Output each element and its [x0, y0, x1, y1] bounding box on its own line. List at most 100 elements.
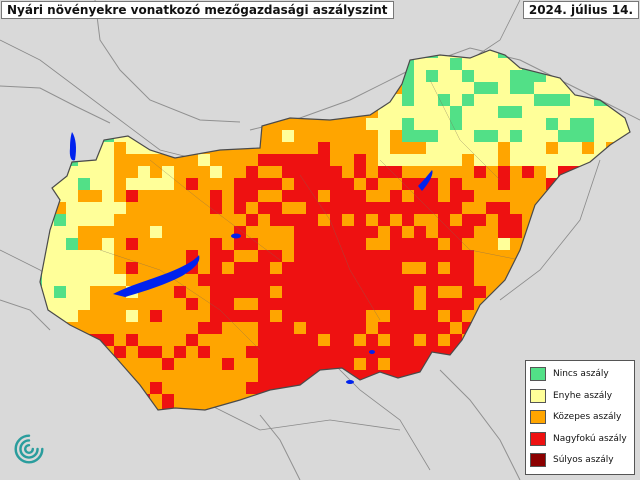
drought-cell — [414, 166, 427, 179]
drought-cell — [306, 154, 319, 167]
drought-cell — [78, 274, 91, 287]
drought-cell — [186, 370, 199, 383]
drought-cell — [498, 154, 511, 167]
drought-cell — [522, 106, 535, 119]
drought-cell — [486, 274, 499, 287]
drought-cell — [366, 250, 379, 263]
legend-label: Súlyos aszály — [553, 455, 614, 466]
drought-cell — [486, 58, 499, 71]
drought-cell — [330, 142, 343, 155]
drought-cell — [450, 58, 463, 71]
drought-cell — [570, 130, 583, 143]
drought-cell — [174, 358, 187, 371]
drought-cell — [318, 250, 331, 263]
drought-cell — [546, 94, 559, 107]
drought-cell — [426, 82, 439, 95]
drought-cell — [138, 166, 151, 179]
drought-cell — [390, 358, 403, 371]
drought-cell — [438, 214, 451, 227]
drought-cell — [486, 94, 499, 107]
drought-cell — [294, 322, 307, 335]
drought-cell — [138, 322, 151, 335]
drought-cell — [114, 250, 127, 263]
drought-cell — [138, 190, 151, 203]
drought-cell — [162, 262, 175, 275]
drought-cell — [138, 154, 151, 167]
map-title: Nyári növényekre vonatkozó mezőgazdasági… — [1, 1, 394, 19]
drought-cell — [162, 334, 175, 347]
drought-cell — [450, 286, 463, 299]
drought-cell — [258, 190, 271, 203]
drought-cell — [174, 298, 187, 311]
drought-cell — [438, 106, 451, 119]
drought-cell — [102, 190, 115, 203]
drought-cell — [114, 262, 127, 275]
drought-cell — [270, 274, 283, 287]
drought-cell — [522, 142, 535, 155]
drought-cell — [450, 82, 463, 95]
drought-cell — [174, 214, 187, 227]
drought-cell — [222, 322, 235, 335]
drought-cell — [198, 154, 211, 167]
drought-cell — [378, 310, 391, 323]
lake-balaton — [113, 255, 200, 297]
drought-cell — [210, 334, 223, 347]
drought-cell — [138, 358, 151, 371]
drought-cell — [186, 322, 199, 335]
drought-cell — [354, 190, 367, 203]
drought-cell — [330, 274, 343, 287]
drought-cell — [258, 142, 271, 155]
drought-cell — [402, 166, 415, 179]
drought-cell — [138, 370, 151, 383]
drought-cell — [66, 250, 79, 263]
drought-cell — [474, 226, 487, 239]
drought-cell — [390, 142, 403, 155]
drought-cell — [522, 178, 535, 191]
drought-cell — [402, 142, 415, 155]
drought-cell — [462, 250, 475, 263]
drought-cell — [174, 238, 187, 251]
drought-cell — [234, 154, 247, 167]
drought-cell — [102, 202, 115, 215]
drought-cell — [414, 262, 427, 275]
drought-cell — [318, 322, 331, 335]
drought-cell — [234, 358, 247, 371]
drought-cell — [342, 142, 355, 155]
drought-cell — [438, 322, 451, 335]
drought-cell — [498, 94, 511, 107]
drought-cell — [222, 346, 235, 359]
drought-cell — [366, 154, 379, 167]
drought-cell — [306, 286, 319, 299]
drought-cell — [270, 346, 283, 359]
drought-cell — [414, 346, 427, 359]
drought-cell — [510, 70, 523, 83]
drought-cell — [486, 118, 499, 131]
drought-cell — [198, 370, 211, 383]
drought-cell — [330, 334, 343, 347]
drought-cell — [330, 118, 343, 131]
drought-cell — [186, 286, 199, 299]
drought-cell — [318, 286, 331, 299]
drought-cell — [258, 262, 271, 275]
drought-cell — [282, 298, 295, 311]
drought-cell — [450, 322, 463, 335]
drought-cell — [390, 262, 403, 275]
drought-cell — [582, 130, 595, 143]
drought-cell — [426, 226, 439, 239]
drought-cell — [54, 274, 67, 287]
drought-cell — [390, 286, 403, 299]
drought-cell — [90, 190, 103, 203]
drought-cell — [486, 142, 499, 155]
drought-cell — [522, 130, 535, 143]
drought-cell — [426, 310, 439, 323]
drought-cell — [222, 178, 235, 191]
drought-cell — [162, 406, 175, 410]
drought-cell — [102, 274, 115, 287]
drought-cell — [438, 118, 451, 131]
drought-cell — [294, 226, 307, 239]
drought-cell — [102, 298, 115, 311]
drought-cell — [198, 238, 211, 251]
drought-cell — [414, 130, 427, 143]
drought-cell — [150, 298, 163, 311]
drought-cell — [486, 226, 499, 239]
